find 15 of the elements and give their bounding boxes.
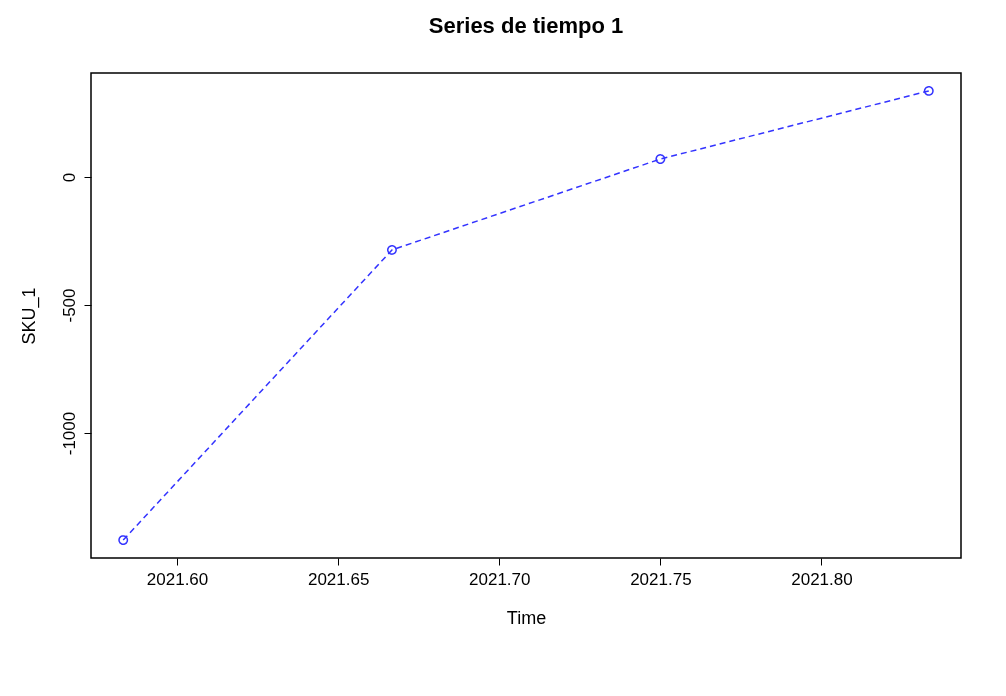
x-axis-title: Time: [506, 607, 547, 628]
x-tick-label: 2021.75: [630, 569, 692, 589]
y-axis-title: SKU_1: [18, 287, 40, 345]
chart-title: Series de tiempo 1: [428, 13, 624, 38]
x-tick-label: 2021.65: [307, 569, 370, 589]
y-tick-label: 0: [59, 172, 79, 183]
point: [118, 535, 129, 545]
x-tick-label: 2021.60: [146, 569, 209, 589]
y-tick-label: -1000: [59, 411, 79, 456]
x-tick-label: 2021.80: [791, 569, 853, 589]
y-tick-label: -500: [59, 288, 79, 323]
point: [387, 245, 397, 255]
point: [655, 154, 666, 164]
point: [923, 86, 934, 96]
x-tick-label: 2021.70: [469, 569, 531, 589]
